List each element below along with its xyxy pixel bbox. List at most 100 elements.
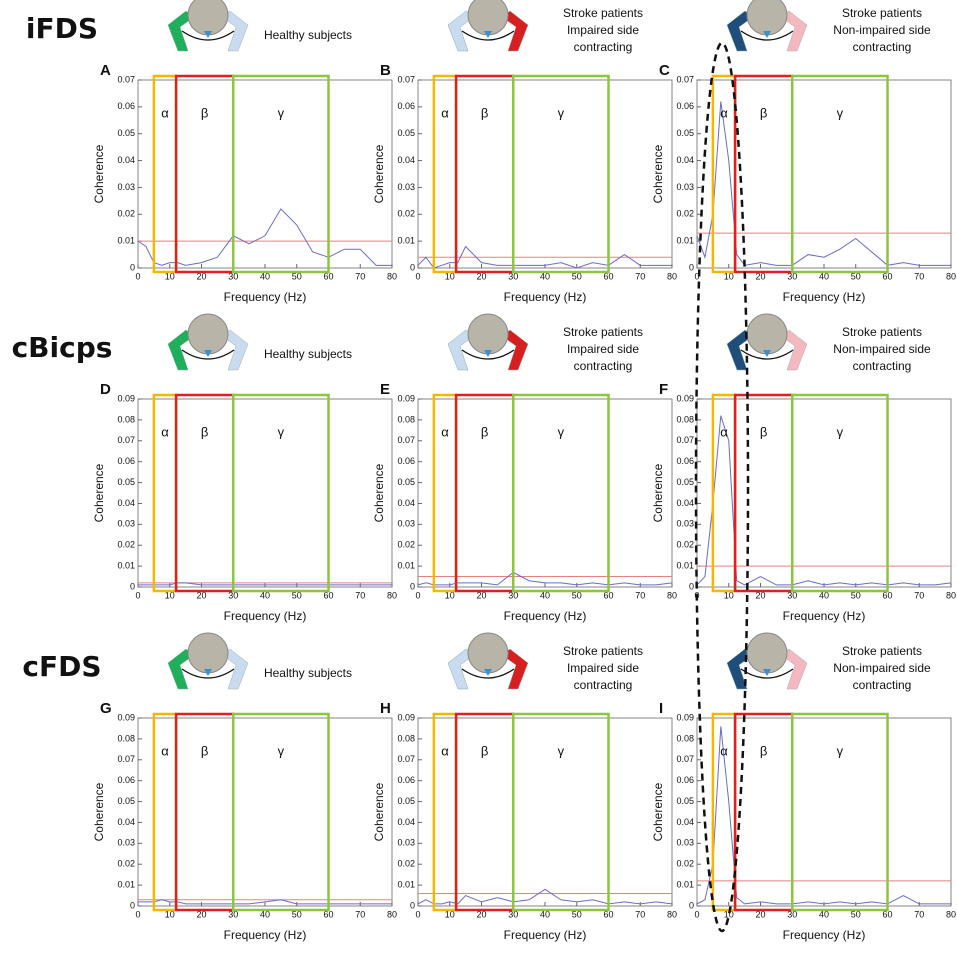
x-tick-label: 0 — [135, 590, 140, 600]
band-box — [512, 712, 610, 912]
y-tick-label: 0.05 — [117, 477, 135, 487]
x-tick-label: 80 — [667, 590, 677, 600]
x-tick-label: 30 — [508, 909, 518, 919]
band-label: α — [441, 424, 449, 439]
row-label: iFDS — [26, 12, 98, 45]
y-tick-label: 0.04 — [117, 498, 135, 508]
y-tick-label: 0.06 — [676, 101, 694, 111]
x-tick-label: 60 — [323, 909, 333, 919]
x-tick-label: 30 — [787, 590, 797, 600]
x-tick-label: 20 — [476, 271, 486, 281]
band-label: β — [201, 105, 208, 120]
band-box — [232, 712, 330, 912]
y-tick-label: 0.02 — [117, 859, 135, 869]
plot-frame — [417, 717, 673, 907]
panel-header: Impaired side — [567, 23, 639, 37]
x-tick-label: 50 — [851, 590, 861, 600]
y-tick-label: 0.03 — [397, 182, 415, 192]
y-tick-label: 0.03 — [397, 519, 415, 529]
y-tick-label: 0.09 — [676, 712, 694, 722]
x-tick-label: 10 — [724, 590, 734, 600]
band-label: β — [201, 743, 208, 758]
x-tick-label: 30 — [228, 909, 238, 919]
x-tick-label: 70 — [914, 909, 924, 919]
y-tick-label: 0.07 — [676, 74, 694, 84]
highlight-ellipse — [694, 41, 750, 933]
x-tick-label: 80 — [387, 590, 397, 600]
band-label: γ — [558, 105, 565, 120]
y-tick-label: 0.04 — [676, 155, 694, 165]
band-box — [791, 393, 889, 593]
x-tick-label: 50 — [572, 590, 582, 600]
y-tick-label: 0 — [410, 581, 415, 591]
band-label: γ — [278, 105, 285, 120]
y-tick-label: 0.03 — [117, 182, 135, 192]
coherence-line — [696, 415, 952, 586]
x-tick-label: 10 — [724, 909, 734, 919]
x-tick-label: 70 — [355, 909, 365, 919]
y-tick-label: 0.06 — [117, 101, 135, 111]
x-tick-label: 20 — [476, 909, 486, 919]
band-label: α — [161, 105, 169, 120]
x-tick-label: 30 — [508, 590, 518, 600]
x-tick-label: 20 — [755, 590, 765, 600]
y-tick-label: 0.05 — [397, 477, 415, 487]
coherence-line — [417, 245, 672, 269]
x-tick-label: 80 — [667, 909, 677, 919]
band-box — [232, 74, 330, 274]
x-tick-label: 30 — [787, 271, 797, 281]
x-tick-label: 20 — [476, 590, 486, 600]
panel-letter: I — [659, 700, 663, 717]
band-box — [791, 712, 889, 912]
x-tick-label: 40 — [260, 271, 270, 281]
band-label: β — [760, 424, 767, 439]
x-tick-label: 20 — [196, 909, 206, 919]
x-tick-label: 60 — [603, 909, 613, 919]
marker — [763, 31, 771, 38]
band-label: γ — [278, 743, 285, 758]
y-tick-label: 0.05 — [676, 796, 694, 806]
marker — [763, 350, 771, 357]
panel: Stroke patients Impaired side contracting H… — [372, 632, 677, 942]
panel: Stroke patients Non-impaired side contract… — [651, 632, 956, 942]
x-axis-label: Frequency (Hz) — [224, 290, 307, 304]
y-axis-label: Coherence — [651, 463, 665, 522]
panel-header: contracting — [853, 40, 912, 54]
panel-letter: H — [380, 700, 391, 717]
y-tick-label: 0.08 — [676, 733, 694, 743]
y-axis-label: Coherence — [92, 463, 106, 522]
y-tick-label: 0.03 — [676, 838, 694, 848]
y-tick-label: 0.08 — [117, 414, 135, 424]
y-tick-label: 0.04 — [676, 817, 694, 827]
y-tick-label: 0.03 — [117, 838, 135, 848]
panel-header: Healthy subjects — [264, 28, 352, 42]
band-box — [512, 74, 610, 274]
y-tick-label: 0.06 — [117, 775, 135, 785]
x-tick-label: 0 — [415, 909, 420, 919]
y-tick-label: 0.03 — [117, 519, 135, 529]
y-axis-label: Coherence — [92, 782, 106, 841]
band-box — [512, 393, 610, 593]
y-tick-label: 0.06 — [397, 101, 415, 111]
panel-header: Non-impaired side — [833, 342, 931, 356]
connection — [461, 30, 515, 41]
panel: Healthy subjects G 0 0.01 0.02 0.03 0.04 0.05 0.… — [92, 632, 397, 942]
marker — [484, 669, 492, 676]
marker — [204, 669, 212, 676]
panel-header: Stroke patients — [842, 325, 922, 339]
x-tick-label: 60 — [882, 909, 892, 919]
y-tick-label: 0.01 — [397, 560, 415, 570]
band-label: β — [201, 424, 208, 439]
y-tick-label: 0.07 — [397, 435, 415, 445]
y-tick-label: 0.01 — [676, 879, 694, 889]
y-tick-label: 0.04 — [397, 155, 415, 165]
x-tick-label: 20 — [755, 271, 765, 281]
x-tick-label: 10 — [165, 271, 175, 281]
marker — [484, 350, 492, 357]
band-label: α — [161, 424, 169, 439]
x-tick-label: 80 — [667, 271, 677, 281]
y-tick-label: 0.08 — [397, 733, 415, 743]
y-tick-label: 0.06 — [117, 456, 135, 466]
x-tick-label: 40 — [540, 909, 550, 919]
